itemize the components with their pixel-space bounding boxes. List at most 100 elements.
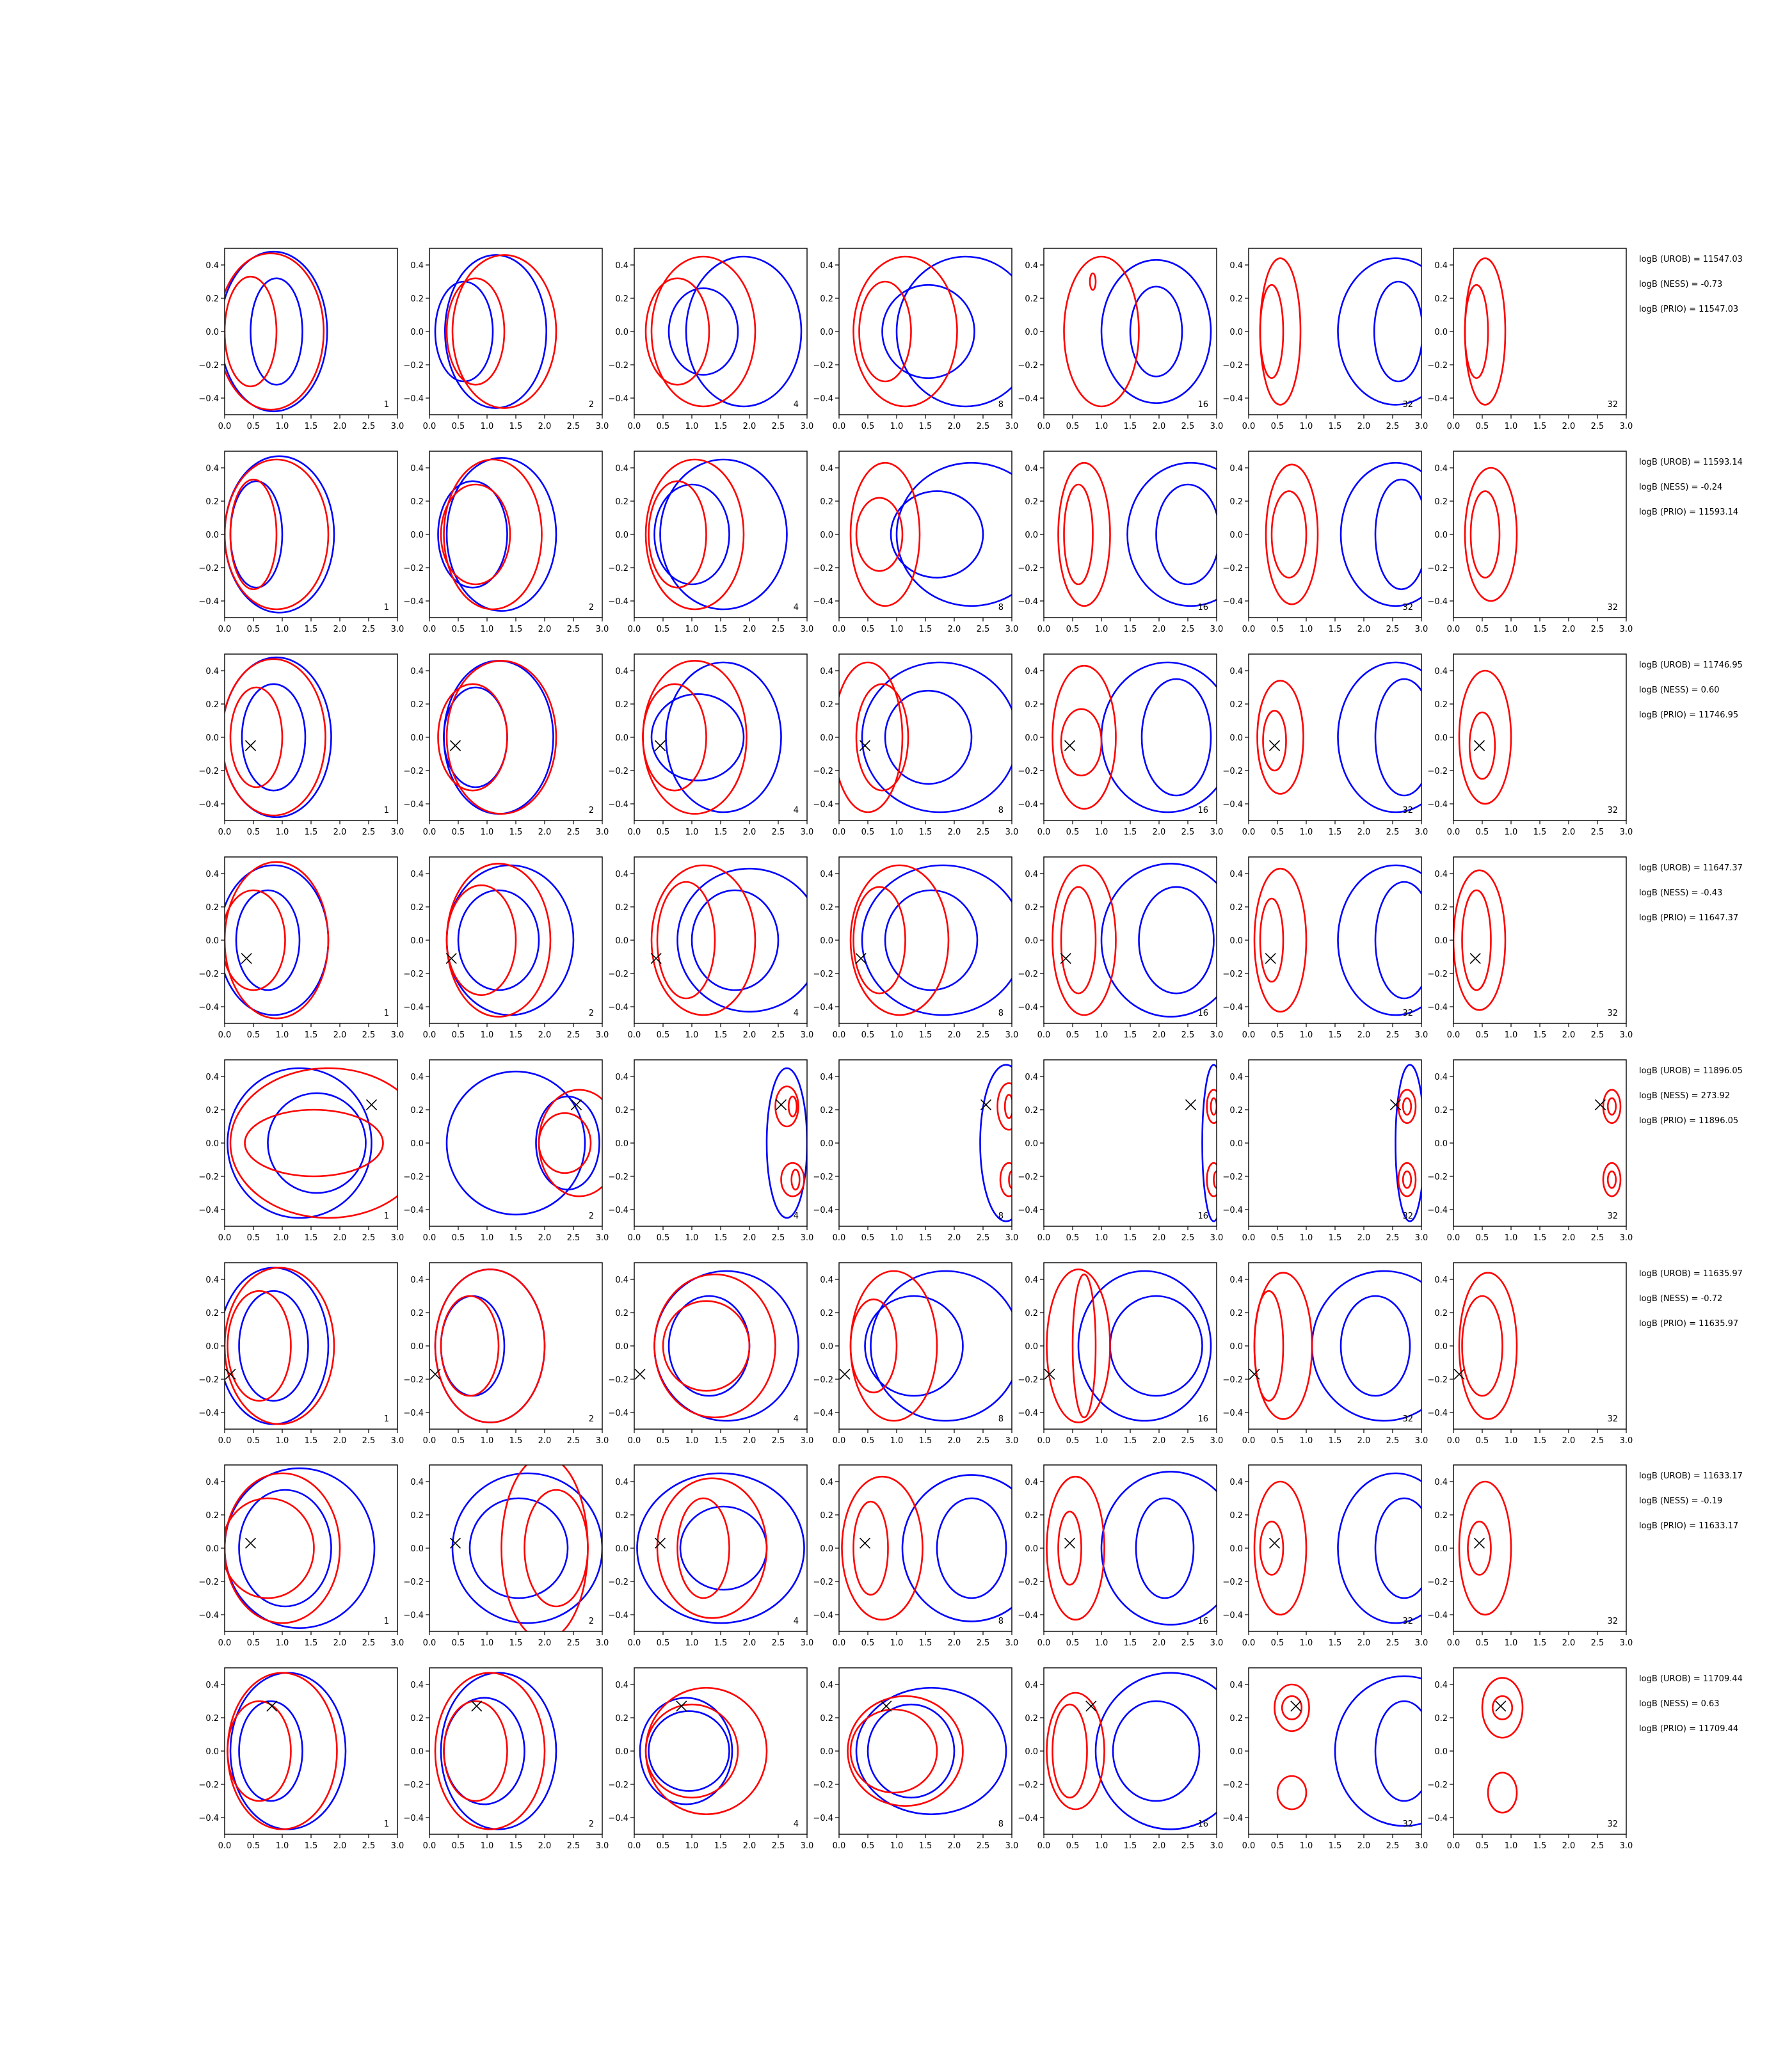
- x-tick-label: 3.0: [1005, 422, 1019, 431]
- red-contour-2: [1270, 490, 1308, 579]
- x-tick-label: 0.5: [1476, 1638, 1489, 1648]
- panel-number-label: 1: [384, 603, 389, 612]
- blue-contour-1: [445, 457, 557, 612]
- x-tick-label: 1.5: [919, 422, 932, 431]
- x-tick-label: 1.5: [919, 625, 932, 634]
- blue-contour-2: [668, 287, 739, 376]
- y-tick-label: −0.4: [1427, 597, 1448, 607]
- y-tick-label: 0.4: [1025, 1681, 1038, 1690]
- axes-frame: [224, 653, 398, 821]
- x-tick-label: 1.0: [276, 625, 289, 634]
- y-tick-label: 0.0: [820, 1544, 833, 1554]
- x-tick-label: 1.5: [919, 1030, 932, 1040]
- x-tick-label: 0.5: [452, 1233, 465, 1243]
- x-tick-label: 1.5: [714, 1436, 728, 1446]
- contour-group: [225, 455, 335, 614]
- x-tick-label: 3.0: [596, 1638, 609, 1648]
- x-tick-label: 0.0: [1242, 625, 1256, 634]
- red-contour-2: [225, 275, 278, 388]
- x-tick-label: 1.0: [276, 1233, 289, 1243]
- y-tick-label: −0.4: [403, 597, 424, 607]
- blue-contour-1: [229, 1672, 347, 1830]
- contour-group: [227, 1672, 347, 1830]
- red-contour-1: [434, 1672, 546, 1830]
- contour-group: [653, 1270, 799, 1422]
- subplot-r8-c1: 0.0 0.5 1.0 1.5 2.0 2.5 3.0 0.4 0.2 0.0 −0.2 −0.4 1: [198, 1667, 404, 1851]
- y-tick-label: 0.2: [1434, 294, 1448, 304]
- subplot-r3-c5: 0.0 0.5 1.0 1.5 2.0 2.5 3.0 0.4 0.2 0.0 −0.2 −0.4 16: [1018, 653, 1223, 837]
- x-tick-label: 0.5: [861, 1841, 875, 1851]
- y-tick-label: 0.4: [820, 1681, 833, 1690]
- x-tick-label: 2.5: [362, 1030, 376, 1040]
- y-tick-label: −0.4: [1427, 1409, 1448, 1418]
- subplot-r1-c6: 0.0 0.5 1.0 1.5 2.0 2.5 3.0 0.4 0.2 0.0 −0.2 −0.4 32: [1222, 248, 1428, 431]
- red-contour-1: [1464, 467, 1518, 602]
- y-tick-label: 0.0: [820, 328, 833, 337]
- blue-contour-1: [895, 461, 1012, 607]
- stat-ness: logB (NESS) = 0.63: [1639, 1699, 1720, 1709]
- x-tick-label: 0.0: [628, 1233, 641, 1243]
- blue-contour-1: [1094, 1672, 1217, 1830]
- y-tick-label: 0.4: [820, 464, 833, 474]
- axes-frame: [1043, 1667, 1217, 1835]
- panel-number-label: 8: [998, 1820, 1004, 1829]
- x-tick-label: 0.0: [423, 625, 436, 634]
- stat-prio: logB (PRIO) = 11547.03: [1639, 305, 1738, 314]
- true-value-marker: [1085, 1700, 1097, 1712]
- panel-number-label: 2: [589, 1009, 594, 1018]
- y-tick-label: −0.4: [403, 800, 424, 810]
- x-tick-label: 2.5: [1181, 1030, 1195, 1040]
- x-tick-label: 1.0: [1095, 1638, 1108, 1648]
- subplot-r5-c4: 0.0 0.5 1.0 1.5 2.0 2.5 3.0 0.4 0.2 0.0 −0.2 −0.4 8: [813, 1059, 1019, 1243]
- x-tick-label: 3.0: [1620, 625, 1633, 634]
- axes-frame: [429, 1464, 603, 1632]
- x-tick-label: 2.5: [362, 1233, 376, 1243]
- x-tick-label: 1.5: [919, 1436, 932, 1446]
- stat-urob: logB (UROB) = 11547.03: [1639, 255, 1743, 264]
- contour-group: [1453, 869, 1507, 1011]
- y-tick-label: 0.0: [410, 1342, 424, 1352]
- contour-group: [1458, 1480, 1512, 1616]
- blue-contour-1: [895, 255, 1012, 408]
- axes-frame: [838, 1667, 1012, 1835]
- axes-frame: [634, 1667, 808, 1835]
- y-tick-label: 0.2: [1434, 1106, 1448, 1116]
- x-tick-label: 2.0: [948, 625, 961, 634]
- x-tick-label: 1.0: [890, 422, 904, 431]
- x-tick-label: 0.5: [1271, 625, 1284, 634]
- y-tick-label: −0.4: [813, 597, 833, 607]
- red-contour-4: [1008, 1170, 1012, 1189]
- x-tick-label: 3.0: [1210, 1233, 1224, 1243]
- true-value-marker: [1185, 1099, 1197, 1110]
- axes-frame: [634, 248, 808, 415]
- x-tick-label: 2.5: [362, 1638, 376, 1648]
- subplot-r8-c6: 0.0 0.5 1.0 1.5 2.0 2.5 3.0 0.4 0.2 0.0 −0.2 −0.4 32: [1222, 1667, 1428, 1851]
- x-tick-label: 3.0: [1005, 1233, 1019, 1243]
- y-tick-label: 0.2: [820, 1714, 833, 1724]
- x-tick-label: 0.0: [833, 828, 846, 837]
- panel-number-label: 8: [998, 1212, 1004, 1221]
- red-contour-2: [1469, 490, 1501, 579]
- subplot-r4-c6: 0.0 0.5 1.0 1.5 2.0 2.5 3.0 0.4 0.2 0.0 −0.2 −0.4 32: [1222, 856, 1428, 1040]
- x-tick-label: 2.5: [772, 1436, 785, 1446]
- x-tick-label: 2.0: [1153, 625, 1166, 634]
- y-tick-label: 0.2: [1025, 1511, 1038, 1521]
- red-contour-3: [999, 1162, 1012, 1197]
- x-tick-label: 0.0: [1447, 422, 1460, 431]
- panel-number-label: 32: [1402, 1212, 1413, 1221]
- blue-contour-1: [225, 455, 335, 614]
- blue-contour-1: [440, 1672, 557, 1830]
- red-contour-1: [538, 1089, 602, 1197]
- x-tick-label: 2.0: [1153, 1436, 1166, 1446]
- red-contour-1: [642, 660, 748, 815]
- blue-contour-2: [679, 1505, 768, 1591]
- x-tick-label: 0.0: [1242, 1436, 1256, 1446]
- red-contour-4: [1213, 1170, 1217, 1189]
- y-tick-label: −0.2: [813, 767, 833, 776]
- x-tick-label: 0.5: [657, 422, 670, 431]
- subplot-r5-c1: 0.0 0.5 1.0 1.5 2.0 2.5 3.0 0.4 0.2 0.0 −0.2 −0.4 1: [198, 1059, 404, 1243]
- red-contour-2: [1253, 1290, 1284, 1402]
- y-tick-label: −0.4: [1427, 394, 1448, 404]
- y-tick-label: −0.4: [1427, 1206, 1448, 1215]
- x-tick-label: 1.5: [1533, 1841, 1547, 1851]
